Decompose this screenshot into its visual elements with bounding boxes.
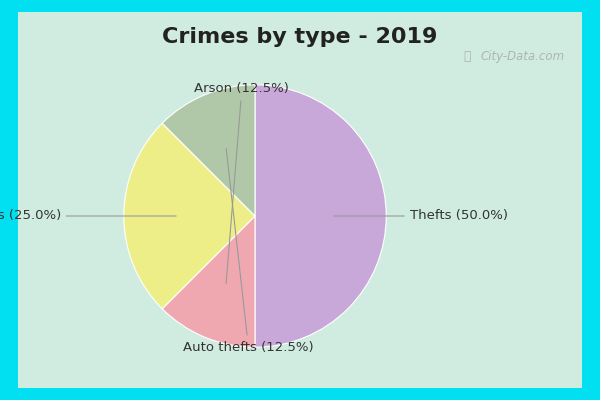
Text: Thefts (50.0%): Thefts (50.0%): [334, 210, 508, 222]
Text: City-Data.com: City-Data.com: [481, 50, 565, 62]
Text: Arson (12.5%): Arson (12.5%): [194, 82, 289, 284]
Text: ⓘ: ⓘ: [464, 50, 471, 62]
Text: Burglaries (25.0%): Burglaries (25.0%): [0, 210, 176, 222]
Text: Crimes by type - 2019: Crimes by type - 2019: [163, 27, 437, 47]
Wedge shape: [162, 216, 255, 347]
Wedge shape: [162, 85, 255, 216]
Wedge shape: [124, 123, 255, 309]
Wedge shape: [255, 85, 386, 347]
Text: Auto thefts (12.5%): Auto thefts (12.5%): [183, 148, 314, 354]
